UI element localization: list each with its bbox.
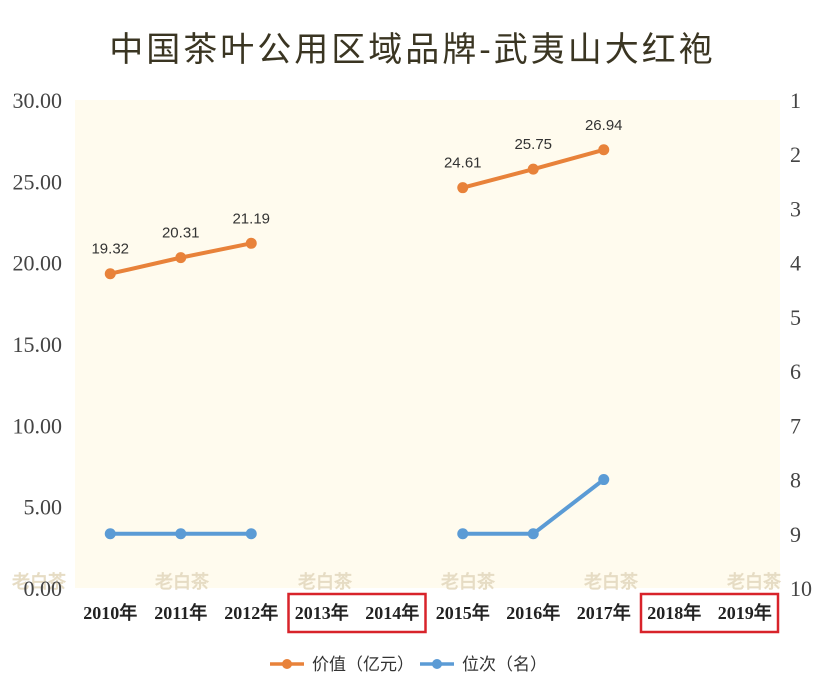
data-point (527, 163, 539, 175)
left-tick-label: 10.00 (13, 413, 63, 438)
right-tick-label: 3 (790, 196, 801, 221)
data-label: 21.19 (232, 210, 270, 227)
right-tick-label: 4 (790, 251, 801, 276)
legend-label: 位次（名） (462, 655, 547, 675)
data-label: 26.94 (585, 117, 623, 134)
data-point (457, 182, 469, 194)
watermark-layer: 老白茶 老白茶 老白茶 老白茶 老白茶 老白茶 (12, 571, 782, 593)
highlight-box (639, 592, 780, 634)
x-tick-label: 2011年 (154, 602, 207, 623)
x-tick-label: 2019年 (718, 602, 772, 623)
right-tick-label: 7 (790, 413, 801, 438)
highlight-boxes (287, 592, 780, 634)
x-tick-label: 2018年 (647, 602, 701, 623)
left-tick-label: 30.00 (13, 88, 63, 113)
data-point (598, 474, 610, 486)
plot-area (75, 100, 780, 588)
legend-marker (282, 659, 292, 669)
left-tick-label: 15.00 (13, 332, 63, 357)
right-y-axis: 1 2 3 4 5 6 7 8 9 10 (790, 88, 812, 601)
data-point (527, 528, 539, 540)
watermark-text: 老白茶 (155, 571, 210, 593)
data-label: 25.75 (514, 136, 552, 153)
watermark-text: 老白茶 (727, 571, 782, 593)
watermark-text: 老白茶 (441, 571, 496, 593)
left-y-axis: 0.00 5.00 10.00 15.00 20.00 25.00 30.00 (13, 88, 63, 601)
x-tick-label: 2014年 (365, 602, 419, 623)
data-label: 19.32 (91, 241, 129, 258)
x-tick-label: 2016年 (506, 602, 560, 623)
watermark-text: 老白茶 (12, 571, 67, 593)
right-tick-label: 9 (790, 522, 801, 547)
right-tick-label: 2 (790, 142, 801, 167)
right-tick-label: 6 (790, 359, 801, 384)
data-label: 24.61 (444, 155, 482, 172)
highlight-box (287, 592, 427, 634)
data-point (175, 252, 187, 264)
data-point (245, 528, 257, 540)
left-tick-label: 0.00 (24, 576, 63, 601)
x-tick-label: 2012年 (224, 602, 278, 623)
data-point (457, 528, 469, 540)
data-label: 20.31 (162, 225, 200, 242)
data-point (598, 144, 610, 156)
right-tick-label: 10 (790, 576, 812, 601)
left-tick-label: 5.00 (24, 495, 63, 520)
chart-title: 中国茶叶公用区域品牌-武夷山大红袍 (109, 30, 716, 70)
legend: 价值（亿元） 位次（名） (270, 655, 547, 675)
x-tick-label: 2015年 (436, 602, 490, 623)
right-tick-label: 8 (790, 468, 801, 493)
legend-label: 价值（亿元） (312, 655, 414, 675)
left-tick-label: 25.00 (13, 169, 63, 194)
watermark-text: 老白茶 (298, 571, 353, 593)
watermark-text: 老白茶 (584, 571, 639, 593)
left-tick-label: 20.00 (13, 251, 63, 276)
series-layer: 19.32 20.31 21.19 24.61 25.75 26.94 (91, 117, 623, 540)
x-axis: 2010年 2011年 2012年 2013年 2014年 2015年 2016年 2017年… (83, 602, 772, 623)
legend-marker (432, 659, 442, 669)
x-tick-label: 2010年 (83, 602, 137, 623)
data-point (104, 268, 116, 280)
data-point (175, 528, 187, 540)
x-tick-label: 2017年 (577, 602, 631, 623)
x-tick-label: 2013年 (295, 602, 349, 623)
data-point (245, 237, 257, 249)
right-tick-label: 5 (790, 305, 801, 330)
data-point (104, 528, 116, 540)
right-tick-label: 1 (790, 88, 801, 113)
